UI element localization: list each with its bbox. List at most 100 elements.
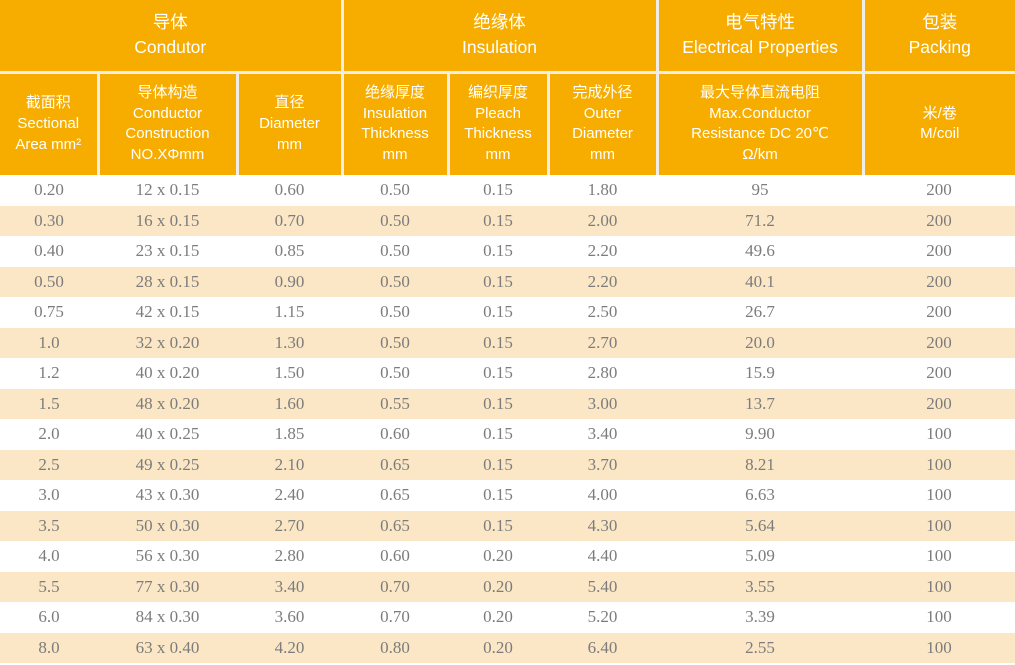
table-cell: 0.65 <box>380 454 410 474</box>
table-cell: 5.20 <box>587 607 618 627</box>
table-cell: 3.5 <box>38 515 60 535</box>
table-cell: 63 x 0.40 <box>135 637 200 657</box>
table-cell: 3.55 <box>745 576 775 596</box>
table-cell: 2.20 <box>587 271 618 291</box>
table-cell: 0.15 <box>483 485 513 505</box>
table-cell: 0.50 <box>380 302 410 322</box>
group-header-conductor: 导体 Condutor <box>0 0 344 74</box>
table-cell: 1.15 <box>274 302 305 322</box>
table-cell: 200 <box>926 271 952 291</box>
table-header: 导体 Condutor 绝缘体 Insulation 电气特性 Electric… <box>0 0 1015 175</box>
table-cell: 100 <box>926 424 952 444</box>
table-row: 3.5 50 x 0.30 2.70 0.65 0.15 4.30 5.64 100 <box>0 510 1015 541</box>
table-cell: 48 x 0.20 <box>135 393 200 413</box>
table-cell: 2.70 <box>274 515 305 535</box>
table-cell: 0.15 <box>483 363 513 383</box>
column-header-sectional-area: 截面积 Sectional Area mm² <box>0 72 100 175</box>
table-cell: 2.00 <box>587 210 618 230</box>
table-cell: 1.5 <box>38 393 60 413</box>
table-body: 0.20 12 x 0.15 0.60 0.50 0.15 1.80 95 200 0.30 16… <box>0 175 1015 663</box>
table-cell: 0.20 <box>483 607 513 627</box>
table-cell: 1.80 <box>587 180 618 200</box>
table-cell: 4.00 <box>587 485 618 505</box>
table-cell: 0.40 <box>34 241 64 261</box>
table-cell: 2.40 <box>274 485 305 505</box>
table-cell: 2.70 <box>587 332 618 352</box>
table-cell: 100 <box>926 546 952 566</box>
table-cell: 1.60 <box>274 393 305 413</box>
table-cell: 1.0 <box>38 332 60 352</box>
table-cell: 3.39 <box>745 607 775 627</box>
table-cell: 84 x 0.30 <box>135 607 200 627</box>
table-row: 2.0 40 x 0.25 1.85 0.60 0.15 3.40 9.90 100 <box>0 419 1015 450</box>
table-cell: 0.50 <box>380 363 410 383</box>
table-cell: 23 x 0.15 <box>135 241 200 261</box>
table-row: 2.5 49 x 0.25 2.10 0.65 0.15 3.70 8.21 100 <box>0 449 1015 480</box>
table-cell: 200 <box>926 363 952 383</box>
column-header-outer-diameter: 完成外径 Outer Diameter mm <box>548 72 659 175</box>
table-cell: 5.5 <box>38 576 60 596</box>
table-row: 5.5 77 x 0.30 3.40 0.70 0.20 5.40 3.55 100 <box>0 571 1015 602</box>
table-cell: 0.50 <box>380 210 410 230</box>
table-cell: 71.2 <box>745 210 775 230</box>
table-cell: 49.6 <box>745 241 775 261</box>
table-cell: 43 x 0.30 <box>135 485 200 505</box>
table-cell: 0.20 <box>483 546 513 566</box>
table-cell: 4.40 <box>587 546 618 566</box>
table-cell: 20.0 <box>745 332 775 352</box>
table-cell: 200 <box>926 302 952 322</box>
table-cell: 3.60 <box>274 607 305 627</box>
table-cell: 4.30 <box>587 515 618 535</box>
table-cell: 16 x 0.15 <box>135 210 200 230</box>
table-row: 0.30 16 x 0.15 0.70 0.50 0.15 2.00 71.2 200 <box>0 205 1015 236</box>
table-cell: 15.9 <box>745 363 775 383</box>
table-row: 4.0 56 x 0.30 2.80 0.60 0.20 4.40 5.09 100 <box>0 541 1015 572</box>
table-cell: 200 <box>926 393 952 413</box>
table-cell: 100 <box>926 576 952 596</box>
table-cell: 9.90 <box>745 424 775 444</box>
column-header-insulation-thickness: 绝缘厚度 Insulation Thickness mm <box>342 72 450 175</box>
table-cell: 200 <box>926 180 952 200</box>
table-cell: 49 x 0.25 <box>135 454 200 474</box>
table-cell: 0.15 <box>483 515 513 535</box>
table-cell: 0.70 <box>380 607 410 627</box>
table-cell: 0.70 <box>274 210 305 230</box>
table-cell: 2.80 <box>274 546 305 566</box>
table-cell: 0.60 <box>380 546 410 566</box>
table-cell: 100 <box>926 515 952 535</box>
table-row: 1.0 32 x 0.20 1.30 0.50 0.15 2.70 20.0 200 <box>0 327 1015 358</box>
table-cell: 3.40 <box>274 576 305 596</box>
table-cell: 0.20 <box>483 637 513 657</box>
table-cell: 32 x 0.20 <box>135 332 200 352</box>
table-cell: 2.55 <box>745 637 775 657</box>
table-cell: 13.7 <box>745 393 775 413</box>
table-cell: 0.65 <box>380 485 410 505</box>
table-cell: 0.15 <box>483 302 513 322</box>
table-cell: 56 x 0.30 <box>135 546 200 566</box>
table-cell: 0.80 <box>380 637 410 657</box>
table-cell: 95 <box>751 180 769 200</box>
table-row: 6.0 84 x 0.30 3.60 0.70 0.20 5.20 3.39 100 <box>0 602 1015 633</box>
table-cell: 100 <box>926 485 952 505</box>
table-cell: 8.0 <box>38 637 60 657</box>
table-cell: 4.20 <box>274 637 305 657</box>
group-header-electrical-properties: 电气特性 Electrical Properties <box>657 0 865 74</box>
column-header-m-per-coil: 米/卷 M/coil <box>863 72 1015 175</box>
table-cell: 200 <box>926 210 952 230</box>
table-cell: 40.1 <box>745 271 775 291</box>
table-cell: 2.5 <box>38 454 60 474</box>
table-cell: 0.30 <box>34 210 64 230</box>
table-cell: 1.85 <box>274 424 305 444</box>
table-cell: 2.20 <box>587 241 618 261</box>
table-row: 0.50 28 x 0.15 0.90 0.50 0.15 2.20 40.1 200 <box>0 266 1015 297</box>
table-cell: 50 x 0.30 <box>135 515 200 535</box>
table-cell: 6.40 <box>587 637 618 657</box>
table-cell: 77 x 0.30 <box>135 576 200 596</box>
table-cell: 40 x 0.20 <box>135 363 200 383</box>
table-cell: 0.15 <box>483 393 513 413</box>
table-cell: 5.40 <box>587 576 618 596</box>
table-cell: 0.60 <box>274 180 305 200</box>
table-row: 1.5 48 x 0.20 1.60 0.55 0.15 3.00 13.7 200 <box>0 388 1015 419</box>
table-cell: 1.30 <box>274 332 305 352</box>
